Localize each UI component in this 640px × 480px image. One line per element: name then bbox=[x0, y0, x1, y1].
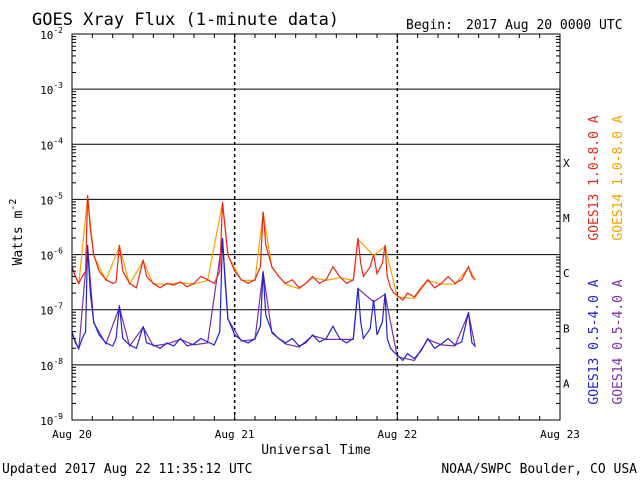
x-tick-label: Aug 23 bbox=[540, 428, 580, 441]
y-tick-base: 10 bbox=[40, 194, 53, 207]
y-tick-label: 10-5 bbox=[40, 191, 63, 207]
flare-class-label: B bbox=[563, 322, 570, 335]
series-line bbox=[71, 195, 476, 301]
y-tick-base: 10 bbox=[40, 29, 53, 42]
credit-text: NOAA/SWPC Boulder, CO USA bbox=[441, 462, 637, 477]
x-tick-labels: Aug 20 Aug 21 Aug 22 Aug 23 bbox=[52, 428, 580, 441]
y-tick-exponent: -7 bbox=[53, 302, 63, 311]
y-tick-exponent: -6 bbox=[53, 247, 63, 256]
x-axis-title: Universal Time bbox=[261, 443, 371, 458]
y-tick-exponent: -8 bbox=[53, 357, 63, 366]
legend-item: GOES14 1.0-8.0 A bbox=[611, 115, 626, 240]
x-tick-label: Aug 21 bbox=[215, 428, 255, 441]
axis-ticks bbox=[71, 34, 560, 420]
y-tick-label: 10-9 bbox=[40, 412, 63, 428]
flare-class-label: M bbox=[563, 212, 570, 225]
begin-label: Begin: bbox=[406, 18, 453, 33]
y-axis-title: Watts m-2 bbox=[8, 199, 26, 266]
series-line bbox=[71, 197, 476, 300]
flare-class-label: A bbox=[563, 377, 570, 390]
y-tick-base: 10 bbox=[40, 139, 53, 152]
y-tick-base: 10 bbox=[40, 415, 53, 428]
y-tick-label: 10-6 bbox=[40, 247, 63, 263]
y-tick-base: 10 bbox=[40, 250, 53, 263]
flare-class-labels: X M C B A bbox=[563, 157, 570, 391]
updated-timestamp: Updated 2017 Aug 22 11:35:12 UTC bbox=[2, 462, 252, 477]
y-tick-base: 10 bbox=[40, 360, 53, 373]
flare-class-label: X bbox=[563, 157, 570, 170]
y-tick-label: 10-8 bbox=[40, 357, 63, 373]
series-line bbox=[71, 237, 476, 362]
y-tick-label: 10-2 bbox=[40, 26, 63, 42]
y-tick-exponent: -2 bbox=[53, 26, 63, 35]
y-tick-labels: 10-210-310-410-510-610-710-810-9 bbox=[40, 26, 63, 428]
x-tick-label: Aug 20 bbox=[52, 428, 92, 441]
y-tick-label: 10-4 bbox=[40, 136, 63, 152]
y-tick-label: 10-7 bbox=[40, 302, 63, 318]
plot-frame bbox=[71, 33, 561, 421]
y-tick-exponent: -5 bbox=[53, 191, 63, 200]
legend-item: GOES13 1.0-8.0 A bbox=[587, 115, 602, 240]
series-line bbox=[71, 239, 476, 362]
x-tick-label: Aug 22 bbox=[377, 428, 417, 441]
y-tick-exponent: -9 bbox=[53, 412, 63, 421]
legend-item: GOES14 0.5-4.0 A bbox=[611, 279, 626, 404]
gridlines bbox=[72, 34, 560, 420]
data-series bbox=[71, 195, 476, 362]
y-tick-base: 10 bbox=[40, 305, 53, 318]
y-tick-base: 10 bbox=[40, 84, 53, 97]
y-axis-unit-exponent: -2 bbox=[8, 199, 19, 211]
flare-class-label: C bbox=[563, 267, 570, 280]
legend-item: GOES13 0.5-4.0 A bbox=[587, 279, 602, 404]
legend: GOES13 1.0-8.0 A GOES14 1.0-8.0 A GOES13 0… bbox=[587, 115, 626, 404]
y-tick-label: 10-3 bbox=[40, 81, 63, 97]
begin-value: 2017 Aug 20 0000 UTC bbox=[466, 18, 623, 33]
y-tick-exponent: -4 bbox=[53, 136, 63, 145]
chart-title: GOES Xray Flux (1-minute data) bbox=[32, 10, 339, 30]
y-axis-label: Watts m bbox=[11, 210, 26, 265]
y-tick-exponent: -3 bbox=[53, 81, 63, 90]
